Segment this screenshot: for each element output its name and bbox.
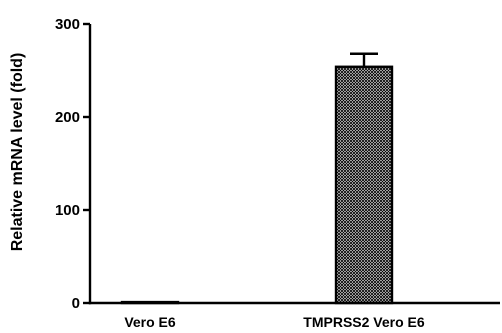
y-tick-label-4: 300 [55, 16, 80, 33]
y-tick-label-1: 0 [72, 295, 80, 312]
y-tick-label-2: 100 [55, 202, 80, 219]
y-axis-title: Relative mRNA level (fold) [9, 53, 26, 252]
y-tick-label-3: 200 [55, 109, 80, 126]
x-tick-label-1: Vero E6 [124, 314, 176, 330]
bar-2 [334, 65, 394, 305]
x-tick-label-2: TMPRSS2 Vero E6 [303, 314, 425, 330]
